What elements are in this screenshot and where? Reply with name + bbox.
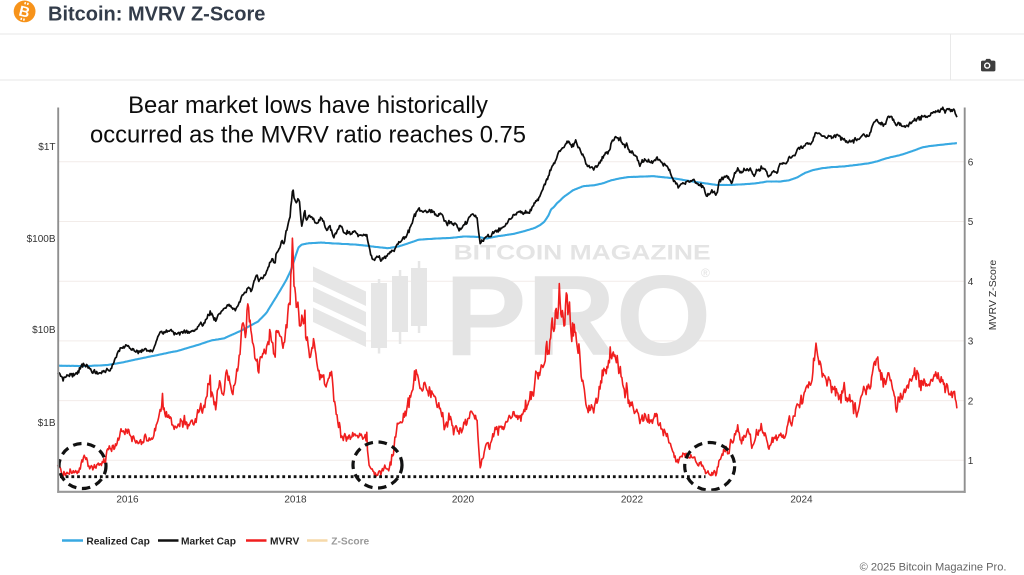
svg-text:2020: 2020: [452, 495, 475, 506]
svg-text:MVRV Z-Score: MVRV Z-Score: [987, 260, 999, 331]
svg-text:4: 4: [968, 277, 974, 288]
svg-text:MVRV: MVRV: [270, 536, 299, 547]
svg-text:2: 2: [968, 396, 974, 407]
svg-text:© 2025 Bitcoin Magazine Pro.: © 2025 Bitcoin Magazine Pro.: [860, 562, 1007, 574]
svg-text:2018: 2018: [284, 495, 307, 506]
svg-text:B: B: [17, 4, 32, 22]
svg-text:Z-Score: Z-Score: [331, 536, 369, 547]
svg-text:Realized Cap: Realized Cap: [86, 536, 149, 547]
svg-text:$1T: $1T: [38, 142, 55, 153]
svg-text:$100B: $100B: [27, 234, 56, 245]
svg-text:3: 3: [968, 337, 974, 348]
svg-text:Market Cap: Market Cap: [181, 536, 236, 547]
svg-text:Bear market lows have historic: Bear market lows have historically: [128, 92, 488, 119]
svg-text:2022: 2022: [621, 495, 644, 506]
svg-text:1: 1: [968, 456, 974, 467]
svg-text:Bitcoin: MVRV Z-Score: Bitcoin: MVRV Z-Score: [48, 3, 265, 25]
svg-text:$1B: $1B: [38, 418, 56, 429]
svg-text:6: 6: [968, 157, 974, 168]
svg-text:PRO: PRO: [445, 252, 712, 380]
svg-text:$10B: $10B: [32, 325, 56, 336]
svg-text:®: ®: [701, 266, 710, 280]
svg-text:2024: 2024: [790, 495, 813, 506]
svg-text:5: 5: [968, 217, 974, 228]
svg-text:2016: 2016: [116, 495, 139, 506]
svg-text:occurred as the MVRV ratio rea: occurred as the MVRV ratio reaches 0.75: [90, 122, 526, 149]
svg-text:BITCOIN MAGAZINE: BITCOIN MAGAZINE: [454, 240, 711, 264]
